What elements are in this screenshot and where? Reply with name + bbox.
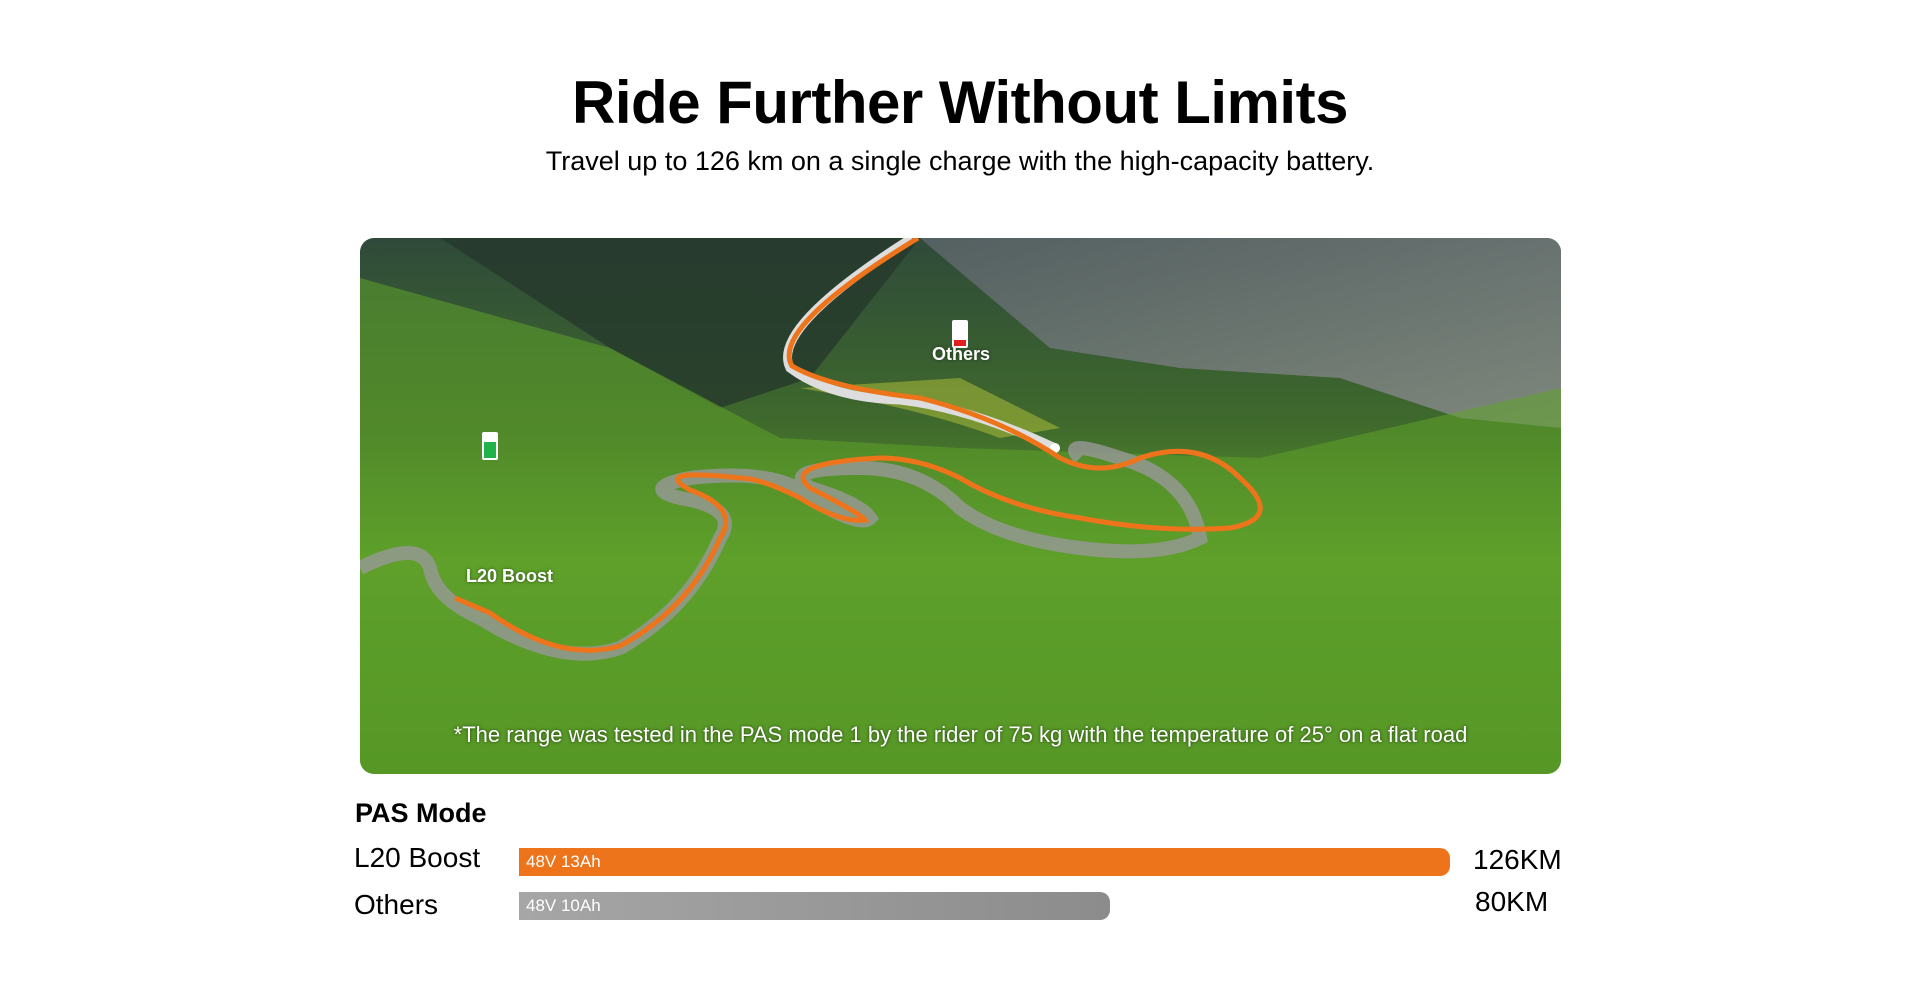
others-battery-icon xyxy=(952,320,968,348)
page-subtitle: Travel up to 126 km on a single charge w… xyxy=(545,146,1375,176)
range-bar-boost: 48V 13Ah xyxy=(519,848,1450,876)
route-map xyxy=(360,238,1561,774)
range-bar-others: 48V 10Ah xyxy=(519,892,1111,920)
range-value-others: 80KM xyxy=(1475,886,1549,917)
test-disclaimer: *The range was tested in the PAS mode 1 … xyxy=(453,722,1468,747)
boost-label: L20 Boost xyxy=(466,566,554,586)
boost-battery-icon xyxy=(482,432,498,460)
landscape-route-image: Others L20 Boost *The range was tested i… xyxy=(360,238,1561,774)
pas-mode-heading: PAS Mode xyxy=(355,798,487,828)
row-label-boost: L20 Boost xyxy=(354,842,481,873)
row-label-others: Others xyxy=(354,889,439,920)
range-value-boost: 126KM xyxy=(1473,844,1562,875)
boost-route xyxy=(360,238,1263,661)
page-title: Ride Further Without Limits xyxy=(572,69,1348,136)
others-label: Others xyxy=(932,344,991,364)
